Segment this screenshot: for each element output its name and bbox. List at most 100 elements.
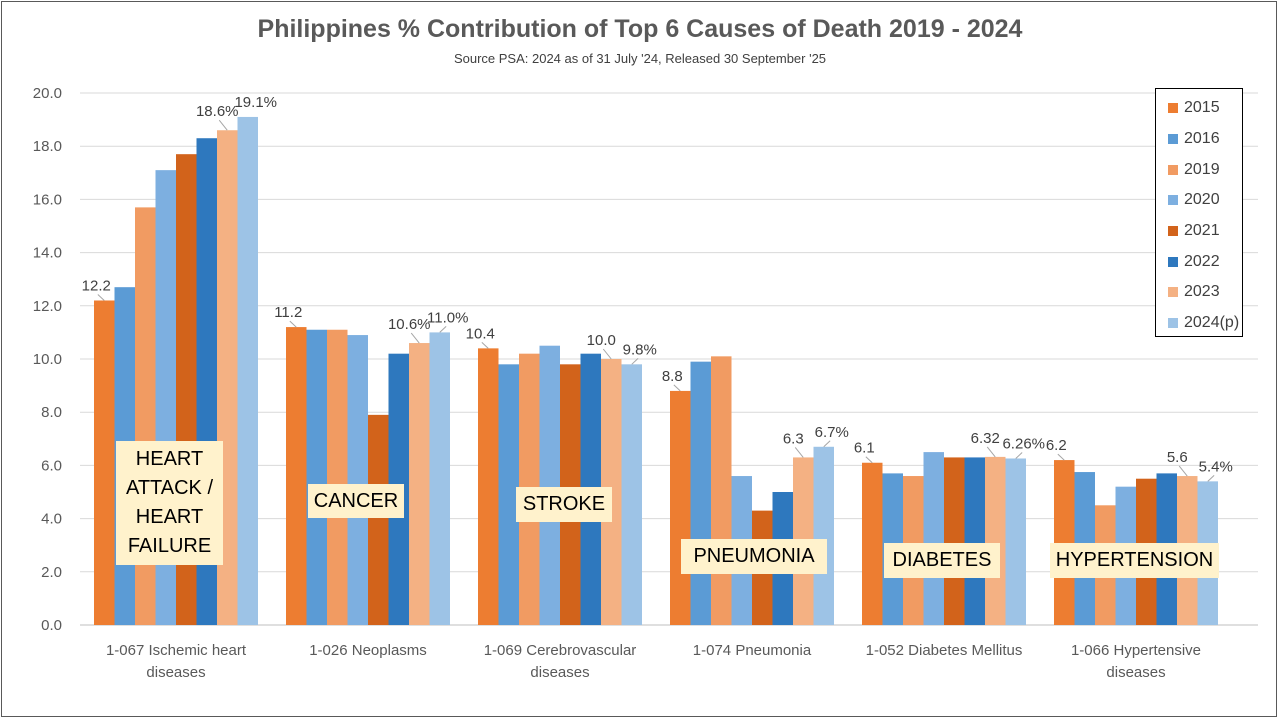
y-tick-label: 18.0 <box>33 138 62 155</box>
data-label-leader <box>410 332 420 344</box>
data-label: 10.0 <box>587 332 616 349</box>
data-label-leader <box>1207 474 1215 482</box>
bar-2024(p)-2 <box>621 364 642 625</box>
callout-stroke: STROKE <box>516 487 612 522</box>
legend-swatch <box>1168 226 1178 237</box>
legend-item: 2022 <box>1156 246 1242 277</box>
legend-swatch <box>1168 256 1178 267</box>
legend-label: 2015 <box>1184 99 1220 117</box>
bar-2023-4 <box>985 456 1006 625</box>
legend-item: 2015 <box>1156 93 1242 124</box>
legend-swatch <box>1168 287 1178 298</box>
bar-2015-1 <box>286 327 307 625</box>
y-tick-label: 8.0 <box>41 404 62 421</box>
bar-2022-4 <box>964 457 985 625</box>
data-label: 12.2 <box>82 277 111 294</box>
y-tick-label: 14.0 <box>33 245 62 262</box>
data-label-leader <box>289 320 297 328</box>
bar-2015-5 <box>1054 460 1075 625</box>
data-label: 5.6 <box>1167 449 1188 466</box>
callout-diabetes: DIABETES <box>884 543 1000 578</box>
data-label: 6.32 <box>971 430 1000 447</box>
y-tick-label: 4.0 <box>41 511 62 528</box>
bar-2016-3 <box>690 361 711 625</box>
x-category-label: 1-074 Pneumonia <box>693 642 812 659</box>
bar-2023-1 <box>409 343 430 625</box>
legend-swatch <box>1168 164 1178 175</box>
y-tick-label: 20.0 <box>33 85 62 102</box>
bar-2019-1 <box>327 329 348 625</box>
x-category-label: 1-067 Ischemic heart <box>106 642 247 659</box>
callout-pneumonia: PNEUMONIA <box>681 539 827 574</box>
bar-2015-3 <box>670 390 691 625</box>
bar-2021-4 <box>944 457 965 625</box>
x-category-label: diseases <box>1106 664 1165 681</box>
legend-item: 2019 <box>1156 154 1242 185</box>
legend-label: 2022 <box>1184 252 1220 270</box>
data-label-leader <box>673 384 681 392</box>
bar-2015-0 <box>94 300 115 625</box>
y-tick-label: 12.0 <box>33 298 62 315</box>
legend-label: 2016 <box>1184 130 1220 148</box>
callout-cancer: CANCER <box>308 484 404 518</box>
bar-2020-1 <box>347 335 368 625</box>
x-category-label: diseases <box>530 664 589 681</box>
y-tick-label: 0.0 <box>41 617 62 634</box>
bar-2024(p)-0 <box>237 116 258 625</box>
bar-2015-4 <box>862 462 883 625</box>
legend-swatch <box>1168 134 1178 145</box>
bar-2024(p)-4 <box>1005 458 1026 625</box>
callout-hypertension: HYPERTENSION <box>1050 543 1219 578</box>
y-tick-label: 6.0 <box>41 457 62 474</box>
legend-item: 2020 <box>1156 185 1242 216</box>
x-category-label: 1-026 Neoplasms <box>309 642 427 659</box>
data-label: 6.7% <box>815 424 849 441</box>
bar-2015-2 <box>478 348 499 625</box>
legend-swatch <box>1168 195 1178 206</box>
legend-item: 2024(p) <box>1156 308 1242 339</box>
data-label-leader <box>97 294 105 301</box>
bar-2024(p)-3 <box>813 446 834 625</box>
legend-item: 2016 <box>1156 124 1242 155</box>
data-label-leader <box>439 326 447 333</box>
bar-2016-2 <box>498 364 519 625</box>
bar-2019-3 <box>711 356 732 625</box>
data-label-leader <box>631 357 639 365</box>
data-label: 9.8% <box>623 341 657 358</box>
data-label-leader <box>823 440 831 448</box>
y-tick-label: 16.0 <box>33 191 62 208</box>
data-label-leader <box>865 456 873 464</box>
data-label-leader <box>794 447 804 458</box>
data-label-leader <box>986 446 996 458</box>
x-category-label: 1-066 Hypertensive <box>1071 642 1201 659</box>
x-category-label: 1-052 Diabetes Mellitus <box>866 642 1023 659</box>
legend-swatch <box>1168 103 1178 114</box>
legend-swatch <box>1168 318 1178 329</box>
legend-label: 2024(p) <box>1184 314 1240 332</box>
chart-subtitle: Source PSA: 2024 as of 31 July '24, Rele… <box>453 51 827 66</box>
legend-item: 2021 <box>1156 216 1242 247</box>
bar-2020-4 <box>923 452 944 625</box>
data-label: 11.0% <box>427 309 468 326</box>
data-label-leader <box>1057 453 1065 461</box>
x-category-label: diseases <box>146 664 205 681</box>
data-label: 6.2 <box>1046 437 1067 454</box>
data-label-leader <box>218 119 228 131</box>
callout-heart: HEART ATTACK / HEART FAILURE <box>116 441 223 565</box>
x-category-label: 1-069 Cerebrovascular <box>484 642 637 659</box>
bar-2020-2 <box>539 345 560 625</box>
chart-title: Philippines % Contribution of Top 6 Caus… <box>257 15 1023 43</box>
data-label: 19.1% <box>234 94 277 111</box>
data-label: 6.3 <box>783 430 804 447</box>
y-tick-label: 10.0 <box>33 351 62 368</box>
data-label-leader <box>1015 452 1023 459</box>
data-label: 8.8 <box>662 368 683 385</box>
data-label: 6.26% <box>1002 435 1045 452</box>
bar-2024(p)-1 <box>429 332 450 625</box>
legend-label: 2019 <box>1184 160 1220 178</box>
data-label: 10.6% <box>388 316 431 333</box>
data-label: 6.1 <box>854 440 875 457</box>
data-label-leader <box>602 348 612 360</box>
y-tick-label: 2.0 <box>41 564 62 581</box>
